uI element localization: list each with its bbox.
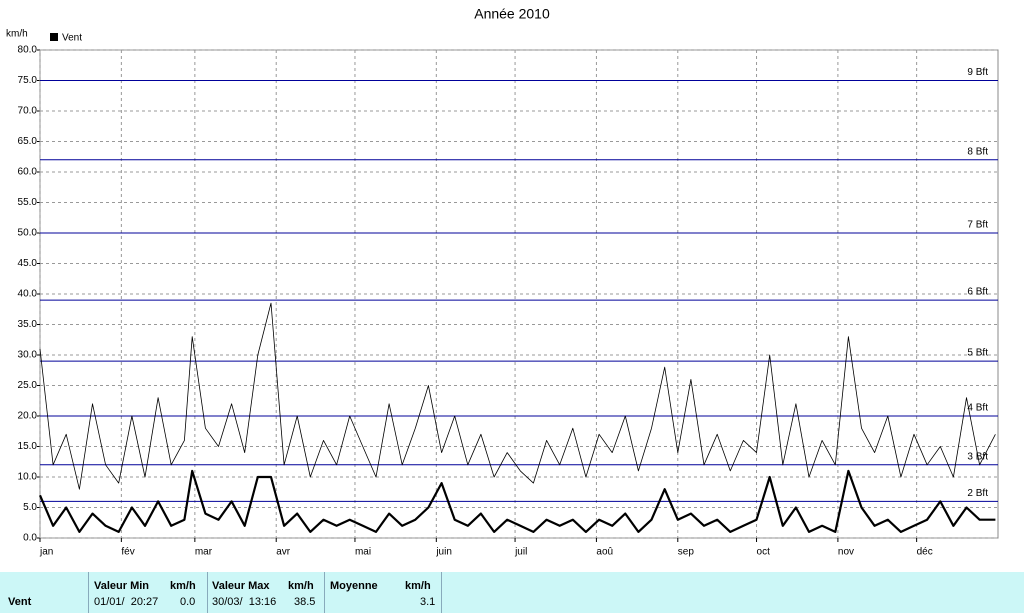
- y-tick-label: 15.0: [18, 441, 38, 452]
- y-tick-label: 0.0: [23, 533, 37, 544]
- separator: [324, 572, 325, 613]
- unit: km/h: [170, 580, 196, 592]
- reference-label: 4 Bft: [967, 403, 988, 414]
- y-tick-label: 75.0: [18, 75, 38, 86]
- y-tick-label: 40.0: [18, 289, 38, 300]
- reference-label: 2 Bft: [967, 488, 988, 499]
- reference-label: 9 Bft: [967, 67, 988, 78]
- y-tick-label: 10.0: [18, 472, 38, 483]
- y-tick-label: 35.0: [18, 319, 38, 330]
- y-tick-label: 25.0: [18, 380, 38, 391]
- x-tick-label: juil: [514, 547, 527, 558]
- x-tick-label: mar: [195, 547, 213, 558]
- y-tick-label: 5.0: [23, 502, 37, 513]
- y-tick-label: 20.0: [18, 411, 38, 422]
- data-line: [38, 469, 996, 533]
- header: Valeur Min: [94, 580, 150, 592]
- legend-swatch: [50, 33, 58, 41]
- y-tick-label: 50.0: [18, 228, 38, 239]
- y-axis-label: km/h: [6, 29, 28, 40]
- date: 01/01/ 20:27: [94, 596, 159, 608]
- separator: [441, 572, 442, 613]
- x-tick-label: sep: [678, 547, 695, 558]
- y-tick-label: 70.0: [18, 106, 38, 117]
- x-tick-label: avr: [276, 547, 291, 558]
- header: Moyenne: [330, 580, 378, 592]
- x-tick-label: fév: [121, 547, 134, 558]
- y-tick-label: 55.0: [18, 197, 38, 208]
- separator: [88, 572, 89, 613]
- x-tick-label: jan: [39, 547, 53, 558]
- x-tick-label: oct: [757, 547, 771, 558]
- x-tick-label: mai: [355, 547, 371, 558]
- reference-label: 7 Bft: [967, 220, 988, 231]
- x-tick-label: juin: [435, 547, 452, 558]
- header: Valeur Max: [212, 580, 270, 592]
- date: 30/03/ 13:16: [212, 596, 277, 608]
- value: 3.1: [420, 596, 436, 608]
- unit: km/h: [405, 580, 431, 592]
- x-tick-label: nov: [838, 547, 854, 558]
- reference-label: 6 Bft: [967, 287, 988, 298]
- row-label: Vent: [8, 596, 32, 608]
- legend-label: Vent: [62, 33, 82, 44]
- y-tick-label: 80.0: [18, 45, 38, 56]
- x-tick-label: aoû: [596, 547, 613, 558]
- value: 38.5: [294, 596, 316, 608]
- y-tick-label: 45.0: [18, 258, 38, 269]
- reference-label: 5 Bft: [967, 348, 988, 359]
- y-tick-label: 65.0: [18, 136, 38, 147]
- stats-bar: Vent Valeur Min km/h 01/01/ 20:27 0.0 Va…: [0, 572, 1024, 613]
- x-tick-label: déc: [917, 547, 933, 558]
- unit: km/h: [288, 580, 314, 592]
- data-line: [39, 302, 996, 490]
- y-tick-label: 60.0: [18, 167, 38, 178]
- chart: Année 2010 km/h 0.0 5.0 10.0 15.0 20.0 25.0 30…: [6, 6, 999, 558]
- value: 0.0: [180, 596, 196, 608]
- reference-label: 8 Bft: [967, 146, 988, 157]
- y-tick-label: 30.0: [18, 350, 38, 361]
- separator: [207, 572, 208, 613]
- chart-title: Année 2010: [474, 6, 550, 22]
